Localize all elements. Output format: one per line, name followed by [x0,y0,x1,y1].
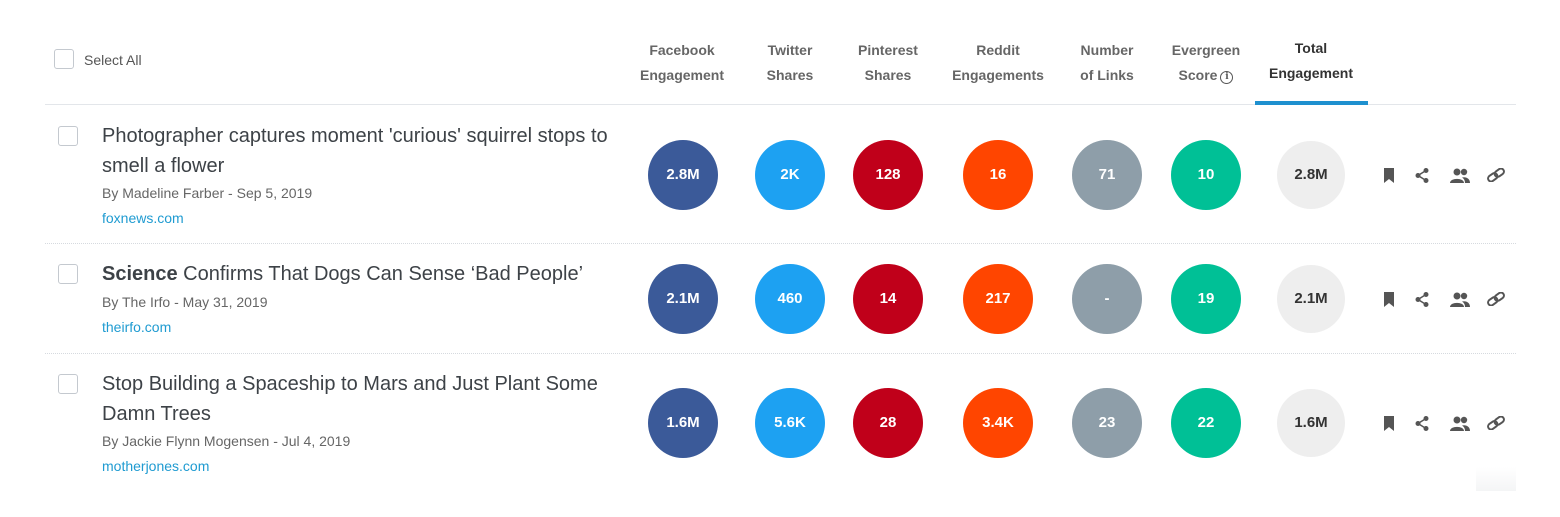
table-row: Science Confirms That Dogs Can Sense ‘Ba… [45,244,1516,354]
column-label-line2: Shares [766,67,814,83]
column-label-line2: Engagement [639,67,724,83]
facebook-engagement-bubble[interactable]: 1.6M [648,388,718,458]
column-reddit-engagements[interactable]: Reddit Engagements [943,38,1053,88]
column-label-line2: of Links [1080,67,1134,83]
article-domain[interactable]: foxnews.com [102,210,184,226]
column-label-line2: Shares [864,67,912,83]
twitter-shares-bubble[interactable]: 2K [755,140,825,210]
article-byline: By Madeline Farber - Sep 5, 2019 [102,185,313,201]
number-of-links-bubble[interactable]: 71 [1072,140,1142,210]
column-total-engagement[interactable]: Total Engagement [1256,36,1366,86]
total-engagement-bubble[interactable]: 2.1M [1277,265,1345,333]
reddit-engagements-bubble[interactable]: 217 [963,264,1033,334]
number-of-links-bubble[interactable]: 23 [1072,388,1142,458]
scroll-fade [1476,467,1516,491]
users-icon[interactable] [1447,410,1473,436]
column-label-line1: Twitter [767,42,813,58]
total-engagement-bubble[interactable]: 1.6M [1277,389,1345,457]
users-icon[interactable] [1447,162,1473,188]
column-label-line2: Engagement [1268,65,1353,81]
share-icon[interactable] [1409,162,1435,188]
column-twitter-shares[interactable]: Twitter Shares [735,38,845,88]
reddit-engagements-bubble[interactable]: 16 [963,140,1033,210]
row-checkbox[interactable] [58,126,78,146]
row-checkbox[interactable] [58,264,78,284]
pinterest-shares-bubble[interactable]: 14 [853,264,923,334]
article-title-text: Photographer captures moment 'curious' s… [102,125,608,177]
column-label-line1: Number [1080,42,1134,58]
column-label-line1: Facebook [649,42,715,58]
active-sort-indicator [1255,101,1368,105]
column-evergreen-score[interactable]: Evergreen Score i [1151,38,1261,88]
article-title[interactable]: Science Confirms That Dogs Can Sense ‘Ba… [102,259,622,289]
reddit-engagements-bubble[interactable]: 3.4K [963,388,1033,458]
share-icon[interactable] [1409,286,1435,312]
link-icon[interactable] [1483,162,1509,188]
row-divider [45,243,1516,244]
column-label-line1: Reddit [976,42,1020,58]
link-icon[interactable] [1483,410,1509,436]
table-header: Select All Facebook Engagement Twitter S… [45,0,1516,105]
bookmark-icon[interactable] [1376,162,1402,188]
column-label-line2: Score i [1151,63,1261,88]
evergreen-score-bubble[interactable]: 19 [1171,264,1241,334]
row-checkbox[interactable] [58,374,78,394]
column-number-of-links[interactable]: Number of Links [1052,38,1162,88]
article-title-text: Stop Building a Spaceship to Mars and Ju… [102,373,598,425]
total-engagement-bubble[interactable]: 2.8M [1277,141,1345,209]
column-label-line1: Pinterest [858,42,918,58]
evergreen-score-bubble[interactable]: 22 [1171,388,1241,458]
bookmark-icon[interactable] [1376,410,1402,436]
article-title-text: Confirms That Dogs Can Sense ‘Bad People… [177,263,584,285]
column-pinterest-shares[interactable]: Pinterest Shares [833,38,943,88]
table-row: Photographer captures moment 'curious' s… [45,106,1516,244]
column-label-line1: Total [1294,40,1328,56]
twitter-shares-bubble[interactable]: 5.6K [755,388,825,458]
article-byline: By Jackie Flynn Mogensen - Jul 4, 2019 [102,433,351,449]
article-byline: By The Irfo - May 31, 2019 [102,294,268,310]
facebook-engagement-bubble[interactable]: 2.1M [648,264,718,334]
number-of-links-bubble[interactable]: - [1072,264,1142,334]
article-title-bold: Science [102,263,178,285]
facebook-engagement-bubble[interactable]: 2.8M [648,140,718,210]
pinterest-shares-bubble[interactable]: 28 [853,388,923,458]
table-row: Stop Building a Spaceship to Mars and Ju… [45,354,1516,494]
column-label-line1: Evergreen [1171,42,1241,58]
info-icon[interactable]: i [1220,71,1234,84]
link-icon[interactable] [1483,286,1509,312]
row-divider [45,353,1516,354]
article-domain[interactable]: motherjones.com [102,458,210,474]
pinterest-shares-bubble[interactable]: 128 [853,140,923,210]
select-all-checkbox[interactable] [54,49,74,69]
article-title[interactable]: Photographer captures moment 'curious' s… [102,121,622,181]
article-title[interactable]: Stop Building a Spaceship to Mars and Ju… [102,369,622,429]
twitter-shares-bubble[interactable]: 460 [755,264,825,334]
select-all-label[interactable]: Select All [84,52,142,68]
evergreen-score-bubble[interactable]: 10 [1171,140,1241,210]
column-facebook-engagement[interactable]: Facebook Engagement [627,38,737,88]
share-icon[interactable] [1409,410,1435,436]
bookmark-icon[interactable] [1376,286,1402,312]
users-icon[interactable] [1447,286,1473,312]
article-domain[interactable]: theirfo.com [102,319,172,335]
column-label-line2: Engagements [952,67,1044,83]
evergreen-score-label: Score [1178,67,1218,83]
